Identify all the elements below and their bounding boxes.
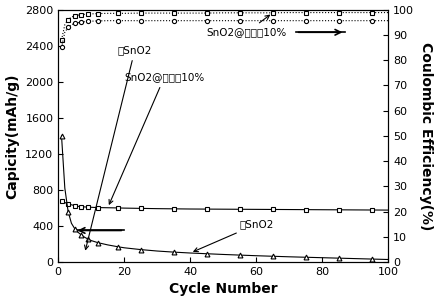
Y-axis label: Coulombic Efficiency(%): Coulombic Efficiency(%) <box>418 42 432 230</box>
Text: 绯SnO2: 绯SnO2 <box>85 45 152 249</box>
X-axis label: Cycle Number: Cycle Number <box>169 282 277 297</box>
Text: SnO2@石墨烯10%: SnO2@石墨烯10% <box>109 72 204 204</box>
Y-axis label: Capicity(mAh/g): Capicity(mAh/g) <box>6 73 20 198</box>
Text: 绯SnO2: 绯SnO2 <box>194 219 273 252</box>
Text: SnO2@石墨烯10%: SnO2@石墨烯10% <box>206 15 286 37</box>
